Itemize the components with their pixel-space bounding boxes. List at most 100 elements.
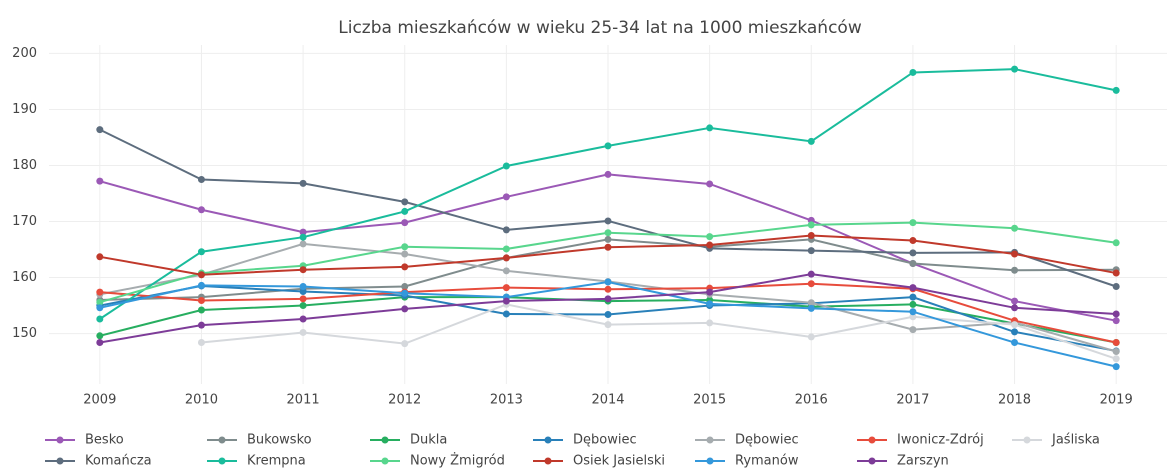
point	[604, 321, 612, 329]
point	[706, 124, 714, 132]
legend-marker	[218, 457, 226, 465]
x-tick-label: 2014	[591, 393, 624, 408]
x-tick-label: 2009	[83, 393, 116, 408]
y-tick-label: 170	[12, 214, 37, 229]
point	[604, 285, 612, 293]
point	[1112, 269, 1120, 277]
point	[604, 229, 612, 237]
point	[1112, 339, 1120, 347]
point	[1112, 355, 1120, 363]
point	[1112, 348, 1120, 356]
point	[401, 243, 409, 251]
point	[502, 193, 510, 201]
point	[502, 284, 510, 292]
point	[401, 263, 409, 271]
point	[299, 266, 307, 274]
legend-marker	[868, 457, 876, 465]
point	[909, 313, 917, 321]
point	[909, 237, 917, 245]
legend-marker	[544, 457, 552, 465]
y-tick-label: 160	[12, 270, 37, 285]
point	[197, 339, 205, 347]
legend-item: Nowy Żmigród	[370, 453, 505, 469]
point	[299, 295, 307, 303]
point	[807, 280, 815, 288]
point	[604, 235, 612, 243]
x-tick-label: 2010	[185, 393, 218, 408]
legend-label: Zarszyn	[897, 454, 949, 469]
point	[96, 253, 104, 261]
point	[909, 260, 917, 268]
point	[706, 241, 714, 249]
point	[604, 243, 612, 251]
legend-item: Bukowsko	[207, 433, 312, 448]
point	[502, 245, 510, 253]
point	[909, 249, 917, 257]
point	[909, 308, 917, 316]
point	[1112, 317, 1120, 325]
point	[909, 219, 917, 227]
point	[706, 319, 714, 327]
point	[1112, 283, 1120, 291]
point	[1011, 250, 1019, 258]
point	[909, 293, 917, 301]
legend-item: Dukla	[370, 433, 447, 448]
legend-item: Zarszyn	[857, 454, 949, 469]
point	[807, 270, 815, 278]
legend-label: Dębowiec	[735, 433, 799, 448]
point	[604, 217, 612, 225]
point	[604, 142, 612, 150]
point	[401, 219, 409, 227]
point	[1011, 224, 1019, 232]
legend-label: Bukowsko	[247, 433, 312, 448]
point	[96, 315, 104, 323]
point	[299, 288, 307, 296]
x-tick-label: 2013	[490, 393, 523, 408]
legend-item: Dębowiec	[695, 433, 799, 448]
legend-item: Dębowiec	[533, 433, 637, 448]
point	[197, 321, 205, 329]
legend-item: Iwonicz-Zdrój	[857, 433, 984, 448]
point	[1011, 297, 1019, 305]
legend-label: Komańcza	[85, 454, 152, 469]
point	[96, 332, 104, 340]
point	[96, 288, 104, 296]
point	[909, 300, 917, 308]
point	[909, 68, 917, 76]
legend-marker	[544, 436, 552, 444]
legend-label: Osiek Jasielski	[573, 454, 665, 469]
point	[299, 315, 307, 323]
x-tick-label: 2011	[287, 393, 320, 408]
legend-label: Rymanów	[735, 454, 799, 469]
point	[1112, 363, 1120, 371]
legend-marker	[56, 436, 64, 444]
point	[299, 328, 307, 336]
point	[807, 304, 815, 312]
point	[96, 126, 104, 134]
legend-marker	[381, 436, 389, 444]
point	[401, 250, 409, 258]
point	[197, 175, 205, 183]
point	[96, 177, 104, 185]
point	[604, 170, 612, 178]
point	[1112, 310, 1120, 318]
point	[96, 304, 104, 312]
point	[604, 311, 612, 319]
point	[1011, 339, 1019, 347]
legend-label: Besko	[85, 433, 124, 448]
point	[1011, 65, 1019, 73]
point	[299, 233, 307, 241]
point	[299, 228, 307, 236]
point	[299, 179, 307, 187]
legend-label: Krempna	[247, 454, 306, 469]
legend-item: Krempna	[207, 454, 306, 469]
point	[706, 288, 714, 296]
point	[502, 310, 510, 318]
y-tick-label: 180	[12, 158, 37, 173]
point	[401, 198, 409, 206]
point	[502, 297, 510, 305]
legend-item: Jaśliska	[1012, 433, 1100, 448]
point	[502, 267, 510, 275]
point	[807, 232, 815, 240]
point	[502, 226, 510, 234]
